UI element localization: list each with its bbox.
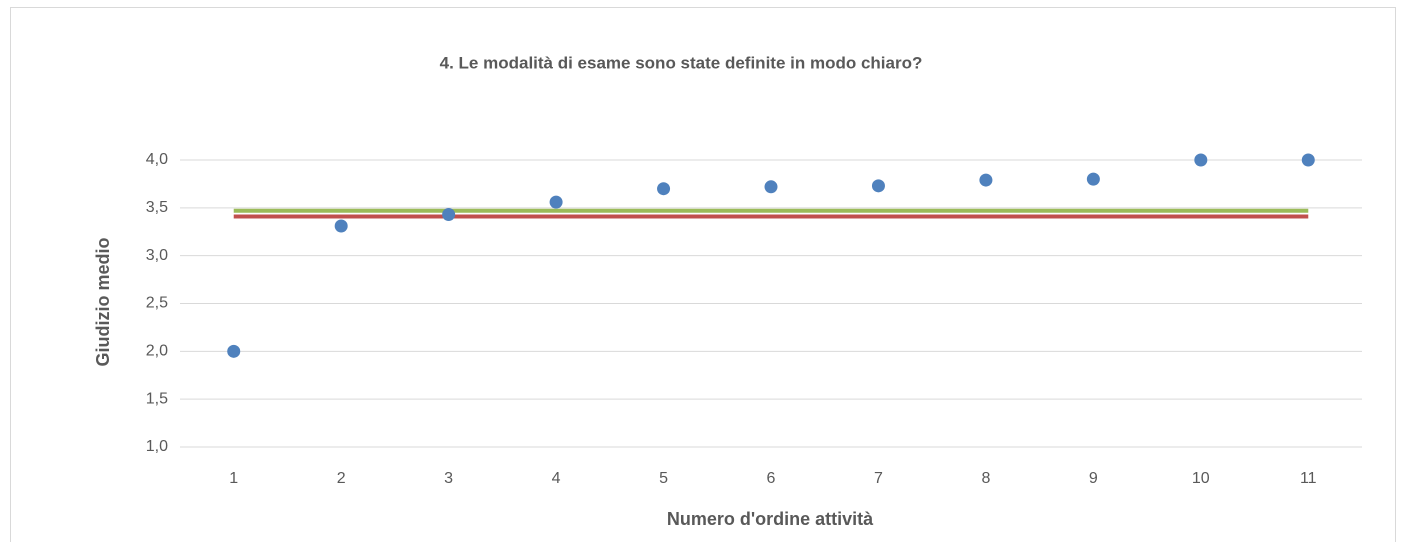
x-tick-label: 1: [229, 470, 238, 487]
data-point: [764, 180, 778, 194]
y-tick-label: 1,0: [146, 438, 168, 455]
data-point: [334, 219, 348, 233]
x-tick-label: 2: [337, 470, 346, 487]
data-point: [1301, 153, 1315, 167]
data-point: [1194, 153, 1208, 167]
x-tick-label: 5: [659, 470, 668, 487]
y-tick-label: 2,5: [146, 295, 168, 312]
data-point: [871, 179, 885, 193]
chart-frame: [10, 7, 1396, 542]
data-point: [1086, 172, 1100, 186]
x-tick-label: 11: [1300, 470, 1317, 487]
x-tick-label: 3: [444, 470, 453, 487]
x-tick-label: 9: [1089, 470, 1098, 487]
x-axis-label: Numero d'ordine attività: [667, 509, 874, 529]
x-tick-label: 8: [981, 470, 990, 487]
x-tick-label: 10: [1192, 470, 1210, 487]
x-tick-label: 4: [552, 470, 561, 487]
data-point: [979, 173, 993, 187]
y-tick-label: 3,0: [146, 247, 168, 264]
y-tick-label: 1,5: [146, 390, 168, 407]
x-tick-label: 7: [874, 470, 883, 487]
y-axis-label: Giudizio medio: [93, 237, 113, 366]
data-point: [549, 195, 563, 209]
data-point: [227, 344, 241, 358]
y-tick-label: 4,0: [146, 151, 168, 168]
y-tick-label: 2,0: [146, 343, 168, 360]
x-tick-label: 6: [767, 470, 776, 487]
y-tick-label: 3,5: [146, 199, 168, 216]
data-point: [657, 182, 671, 196]
data-point: [442, 208, 456, 222]
chart-title: 4. Le modalità di esame sono state defin…: [440, 53, 923, 72]
